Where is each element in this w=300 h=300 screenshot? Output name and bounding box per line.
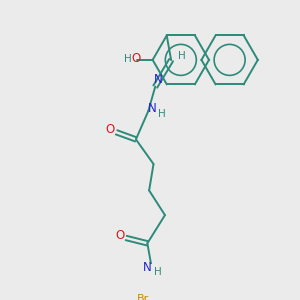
Text: Br: Br bbox=[137, 294, 149, 300]
Text: H: H bbox=[158, 109, 166, 119]
Text: N: N bbox=[148, 102, 157, 115]
Text: N: N bbox=[143, 261, 152, 274]
Text: H: H bbox=[124, 54, 132, 64]
Text: O: O bbox=[131, 52, 140, 65]
Text: N: N bbox=[154, 73, 162, 86]
Text: H: H bbox=[178, 51, 186, 61]
Text: O: O bbox=[106, 123, 115, 136]
Text: O: O bbox=[116, 229, 125, 242]
Text: H: H bbox=[154, 267, 162, 277]
